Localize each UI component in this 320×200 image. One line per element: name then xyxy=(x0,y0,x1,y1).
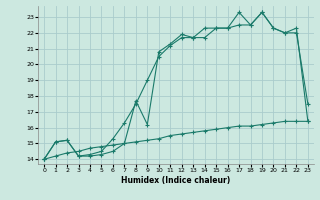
X-axis label: Humidex (Indice chaleur): Humidex (Indice chaleur) xyxy=(121,176,231,185)
